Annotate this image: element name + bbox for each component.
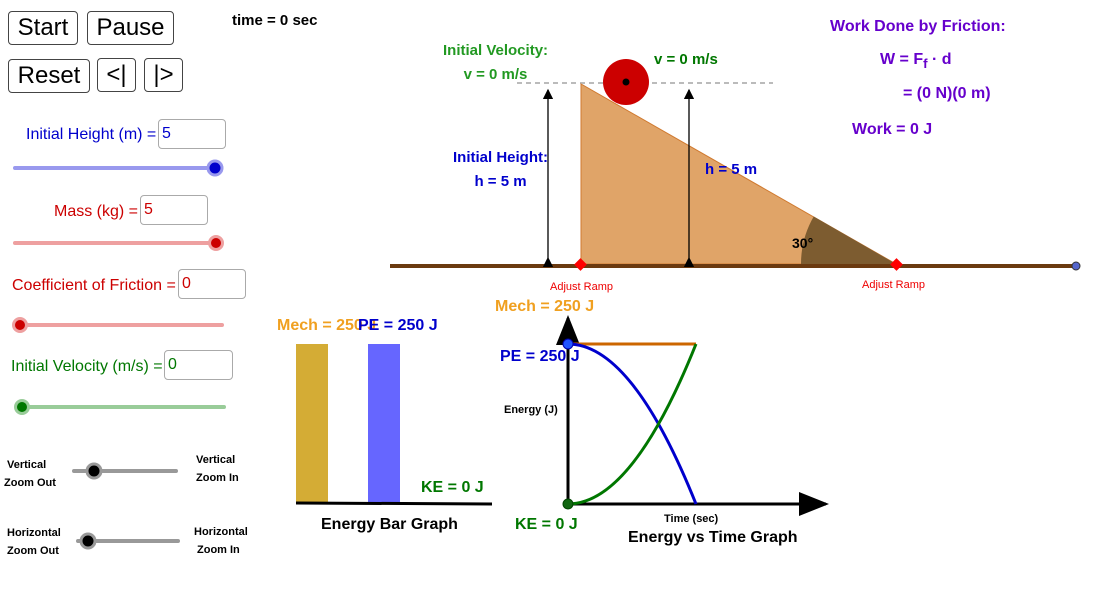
angle-wedge — [801, 216, 896, 264]
adjust-ramp-right-label: Adjust Ramp — [862, 279, 925, 291]
graph-pe-label: PE = 250 J — [500, 348, 580, 365]
text: Vertical — [196, 454, 236, 466]
bar-graph-baseline — [295, 501, 493, 506]
mech-bar — [296, 344, 328, 503]
current-height: h = 5 m — [705, 161, 758, 178]
mass-input[interactable]: 5 — [140, 195, 208, 225]
bar-graph-title: Energy Bar Graph — [321, 516, 458, 533]
initial-height-readout: Initial Height: h = 5 m — [453, 146, 548, 194]
work-substitution: = (0 N)(0 m) — [903, 85, 991, 102]
time-graph-title: Energy vs Time Graph — [628, 529, 798, 546]
step-forward-button[interactable]: |> — [144, 58, 183, 92]
initial-height-input[interactable]: 5 — [158, 119, 226, 149]
ke-curve — [567, 343, 698, 506]
initial-velocity-label: Initial Velocity (m/s) = — [11, 358, 163, 375]
pe-bar — [368, 344, 400, 503]
vertical-zoom-handle[interactable] — [85, 462, 103, 480]
text: Vertical — [7, 459, 47, 471]
text: Initial Velocity: — [443, 42, 549, 59]
ramp-angle: 30° — [792, 235, 814, 251]
ball-center — [622, 78, 630, 86]
mass-label: Mass (kg) = — [54, 203, 139, 220]
work-result: Work = 0 J — [852, 121, 933, 138]
graph-mech-label: Mech = 250 J — [495, 298, 595, 315]
bar-mech-label: Mech = 250 J — [277, 317, 377, 334]
reset-button[interactable]: Reset — [8, 59, 90, 93]
height-slider-handle[interactable] — [206, 159, 224, 177]
time-readout: time = 0 sec — [232, 12, 318, 29]
velocity-slider-handle[interactable] — [14, 399, 30, 415]
step-back-button[interactable]: <| — [97, 58, 136, 92]
work-title: Work Done by Friction: — [830, 18, 1006, 35]
pe-curve — [567, 342, 698, 505]
vertical-zoom-in-label: Vertical Zoom In — [196, 451, 239, 487]
bar-ke-label: KE = 0 J — [421, 479, 484, 496]
initial-velocity-readout: Initial Velocity: v = 0 m/s — [443, 39, 548, 87]
horizontal-zoom-handle[interactable] — [79, 532, 97, 550]
text: Horizontal — [7, 527, 61, 539]
horizontal-zoom-out-label: Horizontal Zoom Out — [7, 524, 61, 560]
adjust-ramp-right-handle[interactable] — [890, 258, 903, 271]
start-button[interactable]: Start — [8, 11, 78, 45]
text: h = 5 m — [474, 173, 527, 190]
graph-ke-label: KE = 0 J — [515, 516, 578, 533]
work-formula: W = Ff · d — [880, 51, 952, 71]
initial-height-label: Initial Height (m) = — [26, 126, 157, 143]
adjust-ramp-left-label: Adjust Ramp — [550, 281, 613, 293]
text: Horizontal — [194, 526, 248, 538]
initial-velocity-input[interactable]: 0 — [164, 350, 233, 380]
text: W = F — [880, 51, 924, 68]
text: f — [923, 56, 928, 72]
friction-label: Coefficient of Friction = — [12, 277, 176, 294]
energy-axis-label: Energy (J) — [504, 404, 558, 416]
pause-button[interactable]: Pause — [87, 11, 174, 45]
bar-pe-label: PE = 250 J — [358, 317, 438, 334]
text: Zoom In — [196, 472, 239, 484]
text: Zoom In — [197, 544, 240, 556]
text: Zoom Out — [7, 545, 59, 557]
mass-slider-handle[interactable] — [208, 235, 224, 251]
friction-input[interactable]: 0 — [178, 269, 246, 299]
friction-slider-handle[interactable] — [12, 317, 28, 333]
current-velocity: v = 0 m/s — [654, 51, 718, 68]
text: Zoom Out — [4, 477, 56, 489]
text: v = 0 m/s — [463, 66, 528, 83]
ke-point — [562, 498, 574, 510]
text: · d — [927, 51, 952, 68]
ground-end-point[interactable] — [1071, 261, 1081, 271]
horizontal-zoom-in-label: Horizontal Zoom In — [194, 523, 248, 559]
time-axis-label: Time (sec) — [664, 513, 719, 525]
vertical-zoom-out-label: Vertical Zoom Out — [4, 456, 56, 492]
pe-point — [562, 338, 574, 350]
text: Initial Height: — [453, 149, 548, 166]
